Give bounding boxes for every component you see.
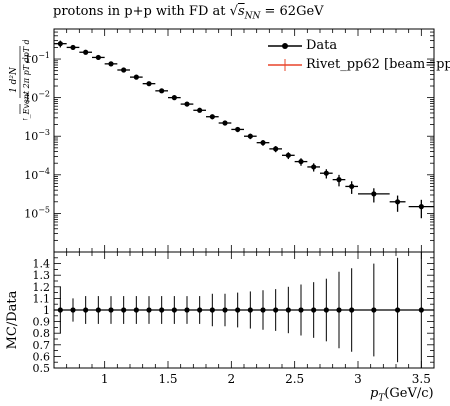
data-point xyxy=(172,95,177,100)
ratio-point xyxy=(395,307,400,312)
ratio-y-tick-label: 0.8 xyxy=(33,327,51,340)
y-tick-exponent: −4 xyxy=(38,167,50,176)
ratio-point xyxy=(324,307,329,312)
data-point xyxy=(134,75,139,80)
x-tick-label: 3.5 xyxy=(412,372,431,386)
data-point xyxy=(222,120,227,125)
ratio-point xyxy=(419,307,424,312)
ratio-point xyxy=(260,307,265,312)
ratio-point xyxy=(298,307,303,312)
ratio-point xyxy=(371,307,376,312)
ratio-plot: 1 1.5 2 2.5 3 3.50.50.60.70.80.911.11.21.31.4 xyxy=(33,252,435,386)
y-tick-label: 10−2 xyxy=(24,90,50,105)
data-point xyxy=(371,191,376,196)
y-tick-label: 10−4 xyxy=(24,167,50,182)
ratio-y-tick-label: 0.9 xyxy=(33,316,51,329)
ratio-point xyxy=(172,307,177,312)
x-tick-label: 1 xyxy=(101,372,109,386)
y-tick-exponent: −5 xyxy=(38,205,50,214)
y-tick-exponent: −2 xyxy=(38,90,50,99)
data-point xyxy=(159,88,164,93)
ratio-y-tick-label: 1.3 xyxy=(33,269,51,282)
ratio-point xyxy=(70,307,75,312)
ratio-point xyxy=(184,307,189,312)
data-point xyxy=(96,55,101,60)
data-point xyxy=(311,164,316,169)
data-point xyxy=(146,81,151,86)
ratio-y-tick-label: 1 xyxy=(43,304,50,317)
ratio-point xyxy=(96,307,101,312)
x-tick-label: 3 xyxy=(354,372,362,386)
data-point xyxy=(324,171,329,176)
ratio-point xyxy=(311,307,316,312)
data-point xyxy=(210,114,215,119)
ratio-point xyxy=(286,307,291,312)
ratio-point xyxy=(222,307,227,312)
ratio-point xyxy=(336,307,341,312)
data-point xyxy=(273,146,278,151)
ratio-point xyxy=(108,307,113,312)
data-point xyxy=(336,177,341,182)
ratio-y-tick-label: 0.6 xyxy=(33,350,51,363)
data-point xyxy=(108,61,113,66)
data-point xyxy=(286,153,291,158)
data-point xyxy=(184,101,189,106)
ratio-y-tick-label: 1.2 xyxy=(33,281,51,294)
data-point xyxy=(395,199,400,204)
y-tick-label: 10−1 xyxy=(24,51,50,66)
data-point xyxy=(83,50,88,55)
y-tick-exponent: −3 xyxy=(38,128,50,137)
data-point xyxy=(58,41,63,46)
data-point xyxy=(121,67,126,72)
main-plot: 10−5 10−4 10−3 10−2 10−1 xyxy=(24,29,434,252)
y-tick-label: 10−3 xyxy=(24,128,50,143)
x-tick-label: 1.5 xyxy=(158,372,177,386)
x-tick-label: 2.5 xyxy=(285,372,304,386)
data-point xyxy=(349,184,354,189)
ratio-y-tick-label: 1.4 xyxy=(33,258,51,271)
data-point xyxy=(260,140,265,145)
ratio-point xyxy=(197,307,202,312)
data-point xyxy=(298,159,303,164)
data-point xyxy=(197,108,202,113)
data-point xyxy=(248,134,253,139)
ratio-y-tick-label: 0.7 xyxy=(33,339,51,352)
ratio-point xyxy=(83,307,88,312)
y-tick-exponent: −1 xyxy=(38,51,50,60)
ratio-y-tick-label: 1.1 xyxy=(33,292,51,305)
ratio-point xyxy=(134,307,139,312)
y-tick-label: 10−5 xyxy=(24,205,50,220)
data-point xyxy=(419,204,424,209)
ratio-point xyxy=(349,307,354,312)
x-tick-label: 2 xyxy=(228,372,236,386)
ratio-point xyxy=(146,307,151,312)
data-point xyxy=(70,45,75,50)
ratio-point xyxy=(273,307,278,312)
data-point xyxy=(235,127,240,132)
ratio-point xyxy=(235,307,240,312)
ratio-point xyxy=(210,307,215,312)
ratio-point xyxy=(159,307,164,312)
ratio-point xyxy=(58,307,63,312)
ratio-point xyxy=(248,307,253,312)
ratio-y-tick-label: 0.5 xyxy=(33,362,51,375)
ratio-point xyxy=(121,307,126,312)
